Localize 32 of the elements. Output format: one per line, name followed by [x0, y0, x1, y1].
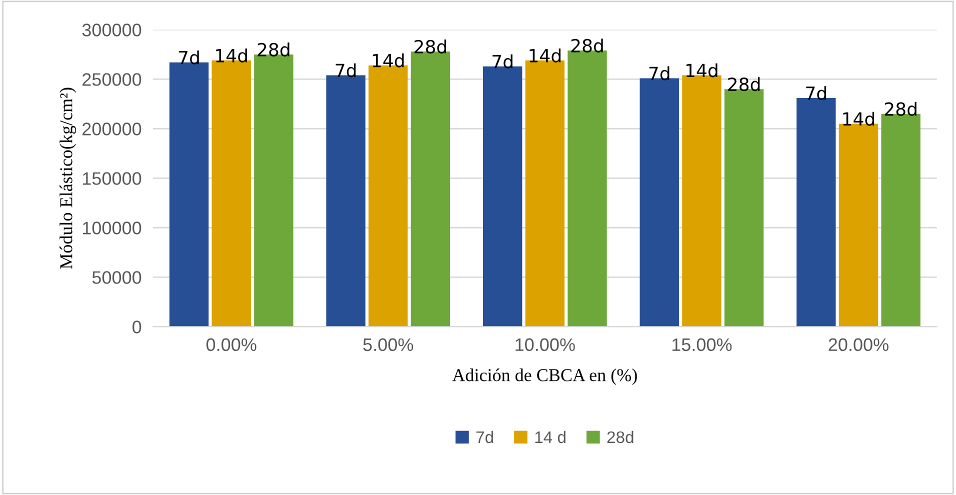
y-tick-label: 50000: [92, 271, 142, 284]
annotation: 7d: [649, 66, 670, 80]
annotation: 7d: [806, 86, 826, 100]
annotation: 14d: [686, 63, 718, 78]
x-tick-label: 15.00%: [672, 338, 732, 352]
legend-label: 28d: [607, 430, 634, 444]
x-tick-label: 5.00%: [363, 338, 414, 352]
annotation: 14d: [216, 48, 247, 62]
y-tick-label: 200000: [82, 122, 142, 136]
annotation: 7d: [336, 63, 356, 78]
y-tick-label: 0: [132, 320, 142, 334]
annotation: 7d: [492, 54, 512, 68]
annotation: 14d: [843, 112, 874, 126]
x-tick-label: 20.00%: [828, 338, 888, 352]
y-tick-label: 150000: [82, 172, 142, 185]
annotation: 28d: [728, 77, 760, 92]
x-tick-label: 10.00%: [516, 338, 575, 352]
y-axis-title: Módulo Elástico(kg/cm²): [60, 88, 76, 269]
y-tick-label: 300000: [82, 24, 142, 36]
x-tick-label: 0.00%: [206, 338, 256, 352]
x-axis-title: Adición de CBCA en (%): [452, 368, 637, 385]
legend-label: 7d: [476, 430, 493, 444]
annotation: 28d: [414, 40, 446, 54]
y-tick-label: 250000: [82, 73, 142, 86]
annotation: 7d: [179, 50, 199, 64]
y-tick-label: 100000: [82, 222, 142, 234]
annotation: 28d: [884, 102, 916, 116]
annotation: 28d: [571, 38, 603, 53]
annotation: 28d: [258, 42, 290, 57]
annotation: 14d: [530, 48, 560, 62]
annotation: 14d: [372, 53, 404, 68]
legend-label: 14 d: [535, 430, 566, 444]
